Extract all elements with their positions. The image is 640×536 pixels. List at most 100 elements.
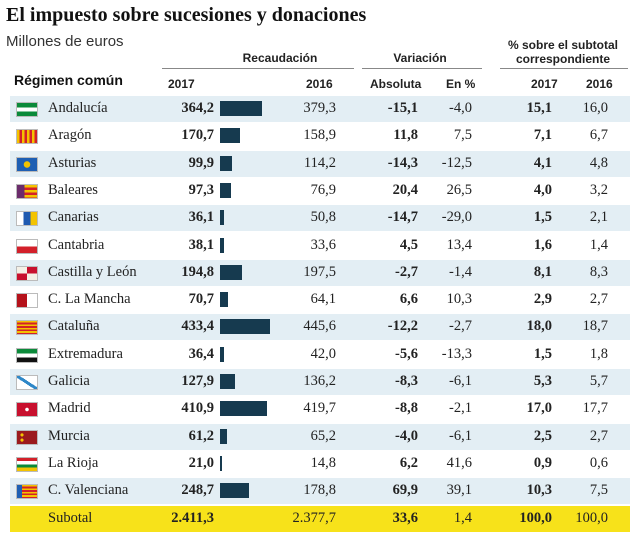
variacion-absoluta: -2,7 xyxy=(395,263,418,280)
row-background xyxy=(10,478,630,505)
pct-subtotal-2017: 18,0 xyxy=(526,318,552,335)
recaudacion-2016: 158,9 xyxy=(303,127,336,144)
bar-recaudacion-2017 xyxy=(220,319,270,335)
recaudacion-2017: 97,3 xyxy=(188,181,214,198)
pct-subtotal-2016: 8,3 xyxy=(589,263,608,280)
bar-recaudacion-2017 xyxy=(220,374,235,389)
recaudacion-2016: 50,8 xyxy=(310,209,336,226)
row-background xyxy=(10,123,630,150)
la-rioja-flag xyxy=(16,456,38,472)
chart-subtitle: Millones de euros xyxy=(6,33,124,50)
bar-recaudacion-2017 xyxy=(220,483,249,499)
header-pct-subtotal-2: correspondiente xyxy=(515,52,611,66)
bar-recaudacion-2017 xyxy=(220,292,229,308)
variacion-pct: 41,6 xyxy=(446,454,472,471)
region-name: Andalucía xyxy=(48,100,108,116)
pct-subtotal-2017: 2,5 xyxy=(533,427,552,444)
row-background xyxy=(10,450,630,477)
variacion-pct: 13,4 xyxy=(446,236,472,253)
bar-recaudacion-2017 xyxy=(220,455,223,471)
row-background xyxy=(10,259,630,286)
region-name: Baleares xyxy=(48,181,98,198)
row-background xyxy=(10,96,630,122)
header-regimen: Régimen común xyxy=(14,72,123,88)
row-background xyxy=(10,150,630,177)
pct-subtotal-2017: 2,9 xyxy=(533,291,552,308)
region-name: Madrid xyxy=(48,400,91,417)
pct-subtotal-2017: 7,1 xyxy=(533,127,552,144)
bar-recaudacion-2017 xyxy=(220,264,243,280)
pct-subtotal-2016: 1,8 xyxy=(589,345,608,362)
recaudacion-2017: 99,9 xyxy=(188,154,214,171)
header-2017: 2017 xyxy=(168,77,195,91)
recaudacion-2016: 2.377,7 xyxy=(292,509,337,526)
row-background xyxy=(10,177,630,204)
header-rule-pct xyxy=(500,68,628,69)
bar-recaudacion-2017 xyxy=(220,428,228,444)
variacion-pct: -6,1 xyxy=(449,427,472,444)
bar-recaudacion-2017 xyxy=(220,346,225,362)
region-name: Galicia xyxy=(48,373,90,389)
table-row: Baleares 97,3 76,9 20,4 26,5 4,0 3,2 xyxy=(0,177,640,204)
recaudacion-2016: 64,1 xyxy=(310,291,336,308)
region-name: Cataluña xyxy=(48,318,100,335)
pct-subtotal-2017: 1,6 xyxy=(533,236,552,253)
bar-recaudacion-2017 xyxy=(220,182,232,198)
header-pct-2017: 2017 xyxy=(531,77,558,91)
recaudacion-2017: 61,2 xyxy=(188,427,214,444)
andalucia-flag xyxy=(16,102,38,117)
table-row: Asturias 99,9 114,2 -14,3 -12,5 4,1 4,8 xyxy=(0,150,640,177)
pct-subtotal-2016: 2,1 xyxy=(589,209,608,226)
pct-subtotal-2016: 1,4 xyxy=(589,236,608,253)
variacion-pct: -2,7 xyxy=(449,318,472,335)
row-background xyxy=(10,232,630,259)
variacion-absoluta: 69,9 xyxy=(392,482,418,499)
recaudacion-2016: 114,2 xyxy=(303,154,336,171)
variacion-absoluta: -14,7 xyxy=(387,209,418,226)
variacion-pct: 1,4 xyxy=(453,509,472,526)
table-row: Castilla y León 194,8 197,5 -2,7 -1,4 8,1 8,3 xyxy=(0,259,640,286)
row-background xyxy=(10,505,630,532)
recaudacion-2017: 433,4 xyxy=(181,318,214,335)
header-pct-subtotal: % sobre el subtotal xyxy=(507,38,619,52)
recaudacion-2017: 21,0 xyxy=(188,454,214,471)
recaudacion-2017: 194,8 xyxy=(181,263,214,280)
pct-subtotal-2016: 2,7 xyxy=(589,291,608,308)
pct-subtotal-2016: 0,6 xyxy=(589,454,608,471)
region-name: Asturias xyxy=(48,154,97,171)
bar-recaudacion-2017 xyxy=(220,210,225,226)
pct-subtotal-2016: 3,2 xyxy=(589,181,608,198)
header-variacion: Variación xyxy=(393,51,447,65)
region-name: Canarias xyxy=(48,209,99,226)
pct-subtotal-2017: 10,3 xyxy=(526,482,552,499)
pct-subtotal-2016: 18,7 xyxy=(582,318,608,335)
region-name: Subotal xyxy=(48,509,93,526)
table-row: Extremadura 36,4 42,0 -5,6 -13,3 1,5 1,8 xyxy=(0,341,640,368)
variacion-absoluta: 11,8 xyxy=(393,127,418,144)
total-row: Subotal 2.411,3 2.377,7 33,6 1,4 100,0 100,0 xyxy=(0,505,640,532)
table-row: Canarias 36,1 50,8 -14,7 -29,0 1,5 2,1 xyxy=(0,205,640,232)
variacion-pct: -29,0 xyxy=(441,209,472,226)
recaudacion-2016: 14,8 xyxy=(310,454,336,471)
recaudacion-2016: 197,5 xyxy=(303,263,336,280)
galicia-flag xyxy=(16,375,38,390)
bar-recaudacion-2017 xyxy=(220,155,232,171)
bar-recaudacion-2017 xyxy=(220,128,240,144)
canarias-flag xyxy=(16,211,38,227)
cantabria-flag xyxy=(16,238,38,254)
recaudacion-2016: 419,7 xyxy=(303,400,336,417)
recaudacion-2017: 248,7 xyxy=(181,482,214,499)
header-pct-2016: 2016 xyxy=(586,77,613,91)
recaudacion-2016: 42,0 xyxy=(310,345,336,362)
pct-subtotal-2017: 15,1 xyxy=(526,100,552,116)
recaudacion-2016: 379,3 xyxy=(303,100,336,116)
variacion-absoluta: -5,6 xyxy=(395,345,418,362)
row-background xyxy=(10,205,630,232)
pct-subtotal-2016: 2,7 xyxy=(589,427,608,444)
table-row: Aragón 170,7 158,9 11,8 7,5 7,1 6,7 xyxy=(0,123,640,150)
table-row: Cataluña 433,4 445,6 -12,2 -2,7 18,0 18,7 xyxy=(0,314,640,341)
pct-subtotal-2017: 4,1 xyxy=(533,154,552,171)
row-background xyxy=(10,287,630,314)
castilla-la-mancha-flag xyxy=(16,293,38,309)
row-background xyxy=(10,369,630,395)
